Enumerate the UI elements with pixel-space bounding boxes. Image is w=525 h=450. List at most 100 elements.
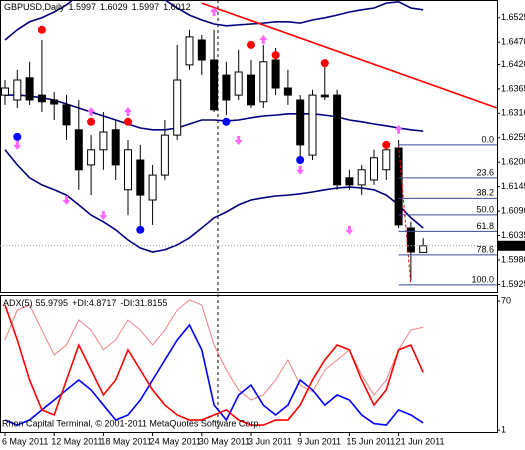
x-tick-label: 6 May 2011	[2, 436, 48, 446]
current-price-box	[498, 240, 525, 251]
candle-body	[87, 149, 96, 166]
trend-line	[201, 2, 497, 109]
candle-body	[124, 149, 132, 191]
watermark: Rhon Capital Terminal, © 2001-2011 MetaQ…	[2, 418, 261, 428]
candle-body	[197, 39, 206, 61]
signal-dot	[382, 140, 391, 149]
x-tick-label: 15 Jun 2011	[346, 436, 395, 446]
x-tick-label: 12 May 2011	[51, 436, 102, 446]
signal-dot	[320, 59, 329, 68]
bollinger-band	[4, 0, 424, 41]
arrow-down	[234, 136, 243, 145]
arrow-up	[394, 124, 403, 134]
candle-body	[210, 59, 219, 111]
arrow-up	[210, 7, 219, 16]
symbol: GBPUSD,Daily	[4, 2, 65, 12]
arrow-up	[87, 107, 96, 116]
candle-body	[259, 61, 268, 103]
indicator-line	[4, 323, 424, 426]
current-price-label: 1.6012	[500, 240, 525, 250]
indicator-value: 55.9795	[36, 298, 69, 308]
arrow-up	[259, 35, 268, 44]
indicator-name: -DI:	[120, 298, 135, 308]
y-tick-label: 1.5925	[501, 279, 525, 289]
arrow-down	[13, 140, 22, 150]
candle-body	[247, 74, 255, 106]
y-tick-label: 1.6200	[501, 157, 525, 167]
candle-body	[50, 99, 59, 105]
x-tick-label: 18 May 2011	[100, 436, 151, 446]
candle-body	[308, 94, 317, 156]
chart-header: GBPUSD,Daily 1.5997 1.6029 1.5997 1.6012	[4, 2, 191, 12]
y-tick-label: 1.6525	[501, 12, 525, 22]
signal-dot	[296, 156, 305, 164]
x-tick-label: 9 Jun 2011	[297, 436, 341, 446]
fibo-level-label: 0.0	[481, 134, 494, 144]
x-tick-label: 24 May 2011	[150, 436, 201, 446]
candle-body	[62, 104, 71, 126]
y-tick-label: 1.6420	[501, 59, 525, 69]
candle-body	[1, 87, 9, 96]
candle-body	[222, 74, 231, 101]
bollinger-band	[4, 149, 424, 253]
y-tick-label: 1	[501, 425, 506, 435]
candle-body	[173, 79, 182, 136]
y-tick-label: 70	[501, 295, 511, 305]
arrow-down	[62, 196, 71, 205]
candle-body	[394, 147, 403, 226]
price-plot	[0, 0, 497, 286]
y-tick-label: 1.6035	[501, 230, 525, 240]
candle-body	[234, 71, 243, 96]
arrow-up	[124, 107, 132, 116]
candle-body	[74, 129, 83, 171]
candle-body	[283, 87, 292, 96]
fibo-level-label: 38.2	[476, 188, 494, 198]
signal-dot	[13, 132, 22, 141]
fibo-level-label: 78.6	[476, 244, 494, 254]
indicator-value: 4.8717	[89, 298, 117, 308]
indicator-line	[4, 304, 424, 426]
fibo-level-label: 50.0	[476, 204, 494, 214]
fibo-level-label: 61.8	[476, 221, 494, 231]
arrow-down	[99, 211, 108, 221]
ohlc-close: 1.6012	[163, 2, 191, 12]
fibo-level-label: 23.6	[476, 167, 494, 177]
candle-body	[99, 131, 108, 151]
indicator-header: ADX(5) 55.9795 +DI:4.8717 -DI:31.8155	[3, 298, 167, 308]
candle-body	[13, 79, 22, 101]
candle-body	[357, 169, 366, 186]
candle-body	[37, 94, 46, 103]
signal-dot	[87, 117, 96, 126]
candle-body	[148, 174, 157, 201]
indicator-value: 31.8155	[135, 298, 168, 308]
candle-body	[370, 157, 378, 181]
signal-dot	[124, 117, 132, 126]
y-tick-label: 1.6090	[501, 205, 525, 215]
candle-body	[271, 59, 280, 89]
indicator-plot	[4, 299, 424, 426]
signal-dot	[222, 117, 231, 126]
x-tick-label: 30 May 2011	[199, 436, 250, 446]
candle-body	[419, 245, 428, 253]
candle-body	[345, 177, 354, 186]
x-tick-label: 3 Jun 2011	[248, 436, 292, 446]
candle-body	[25, 77, 34, 101]
ohlc-low: 1.5997	[132, 2, 160, 12]
y-tick-label: 1.6470	[501, 37, 525, 47]
ohlc-open: 1.5997	[69, 2, 97, 12]
fibo-level-label: 100.0	[471, 274, 494, 284]
ohlc-high: 1.6029	[100, 2, 128, 12]
main-panel-frame	[0, 0, 498, 293]
adx-panel-frame	[0, 295, 498, 433]
candle-body	[320, 94, 329, 98]
x-tick-label: 21 Jun 2011	[396, 436, 445, 446]
candle-body	[296, 99, 305, 146]
signal-dot	[271, 51, 280, 60]
y-tick-label: 1.6365	[501, 83, 525, 93]
candle-body	[111, 129, 120, 166]
candle-body	[382, 149, 391, 171]
arrow-down	[296, 165, 305, 175]
indicator-name: +DI:	[72, 298, 89, 308]
